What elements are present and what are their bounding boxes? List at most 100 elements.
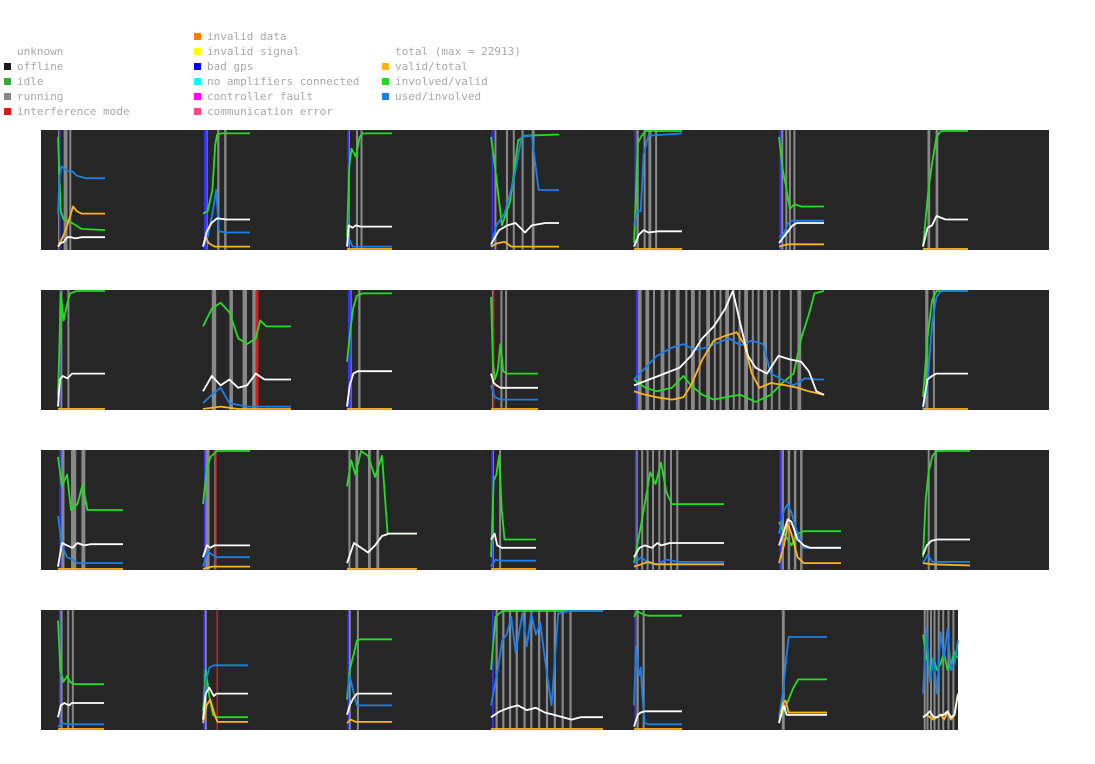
series-line-used-involved (57, 165, 105, 214)
running-band (719, 290, 722, 410)
legend-item-interference-mode: interference mode (4, 104, 130, 119)
panel-r3c2 (202, 450, 250, 570)
panel-r1c4 (490, 130, 560, 250)
running-band (781, 130, 784, 250)
running-band (643, 130, 646, 250)
legend-swatch (194, 33, 201, 40)
running-band (732, 290, 735, 410)
series-line-total (490, 373, 538, 389)
row-background (41, 450, 1049, 570)
series-line-used-involved (202, 664, 248, 724)
running-band (770, 290, 773, 410)
running-band (67, 290, 70, 410)
legend-swatch (382, 93, 389, 100)
running-band (934, 450, 938, 570)
panel-r3c4 (490, 450, 536, 570)
running-band (751, 290, 754, 410)
panel-r2c4 (490, 290, 538, 410)
legend-item-used-involved: used/involved (382, 89, 521, 104)
series-line-involved-valid (633, 610, 682, 618)
chart-legend: unknown offline idle running interferenc… (0, 0, 1095, 125)
series-line-valid-total (922, 562, 971, 567)
series-line-involved-valid (202, 450, 250, 505)
running-band (635, 450, 638, 570)
bad-gps-marker (635, 290, 638, 410)
series-line-total (202, 686, 248, 720)
series-line-total (202, 372, 291, 392)
running-band (538, 610, 541, 730)
series-line-involved-valid (57, 620, 104, 686)
running-band (495, 610, 498, 730)
legend-swatch (4, 108, 11, 115)
series-line-used-involved (922, 627, 959, 695)
running-band (645, 290, 650, 410)
legend-item-controller-fault: controller fault (194, 89, 359, 104)
running-band (69, 130, 72, 250)
series-line-total (922, 538, 970, 556)
running-band (648, 130, 652, 250)
bad-gps-marker (491, 130, 494, 250)
bad-gps-marker (492, 610, 494, 730)
series-line-involved-valid (202, 301, 291, 345)
legend-swatch (382, 63, 389, 70)
bad-gps-marker (203, 130, 206, 250)
running-band (757, 290, 760, 410)
running-band (523, 610, 526, 730)
running-band (205, 450, 210, 570)
series-line-used-involved (346, 238, 392, 248)
series-line-used-involved (490, 134, 559, 247)
running-band (499, 450, 502, 570)
running-band (376, 450, 380, 570)
legend-errors-column: invalid data invalid signal bad gps no a… (194, 29, 359, 119)
running-band (355, 450, 359, 570)
bad-gps-marker (205, 130, 207, 250)
running-band (494, 130, 497, 250)
legend-label: used/involved (395, 90, 482, 103)
panel-r2c1 (57, 290, 105, 410)
running-band (61, 450, 65, 570)
series-line-valid-total (778, 523, 841, 564)
series-line-total (202, 217, 250, 247)
legend-swatch (4, 63, 11, 70)
running-band (646, 450, 649, 570)
running-band (685, 290, 688, 410)
series-line-total (922, 693, 959, 719)
legend-item-valid-total: valid/total (382, 59, 521, 74)
running-band (781, 610, 785, 730)
series-line-involved-valid (346, 132, 392, 238)
panel-r4c7 (922, 610, 959, 730)
series-line-valid-total (778, 243, 824, 248)
bad-gps-marker (779, 450, 782, 570)
legend-item-communication-error: communication error (194, 104, 359, 119)
legend-label: invalid signal (207, 45, 300, 58)
series-line-used-involved (778, 219, 824, 238)
running-band (788, 130, 791, 250)
running-band (60, 290, 63, 410)
running-band (675, 290, 680, 410)
series-line-valid-total (202, 405, 291, 410)
running-band (676, 450, 679, 570)
legend-item-idle: idle (4, 74, 130, 89)
legend-item-invalid-signal: invalid signal (194, 44, 359, 59)
running-band (211, 290, 217, 410)
running-band (781, 450, 784, 570)
row-background (41, 290, 1049, 410)
running-band (505, 130, 508, 250)
legend-label: offline (17, 60, 64, 73)
running-band (63, 130, 66, 250)
running-band (515, 610, 518, 730)
series-line-valid-total (778, 699, 827, 724)
series-line-total (57, 236, 105, 248)
running-band (725, 290, 729, 410)
running-band (224, 130, 227, 250)
running-band (793, 450, 797, 570)
panel-r4c1 (57, 610, 104, 730)
interference-band (255, 290, 259, 410)
legend-swatch (4, 78, 11, 85)
running-band (356, 130, 358, 250)
running-band (229, 290, 233, 410)
running-band (368, 450, 371, 570)
running-band (660, 290, 665, 410)
series-line-total (57, 372, 105, 407)
